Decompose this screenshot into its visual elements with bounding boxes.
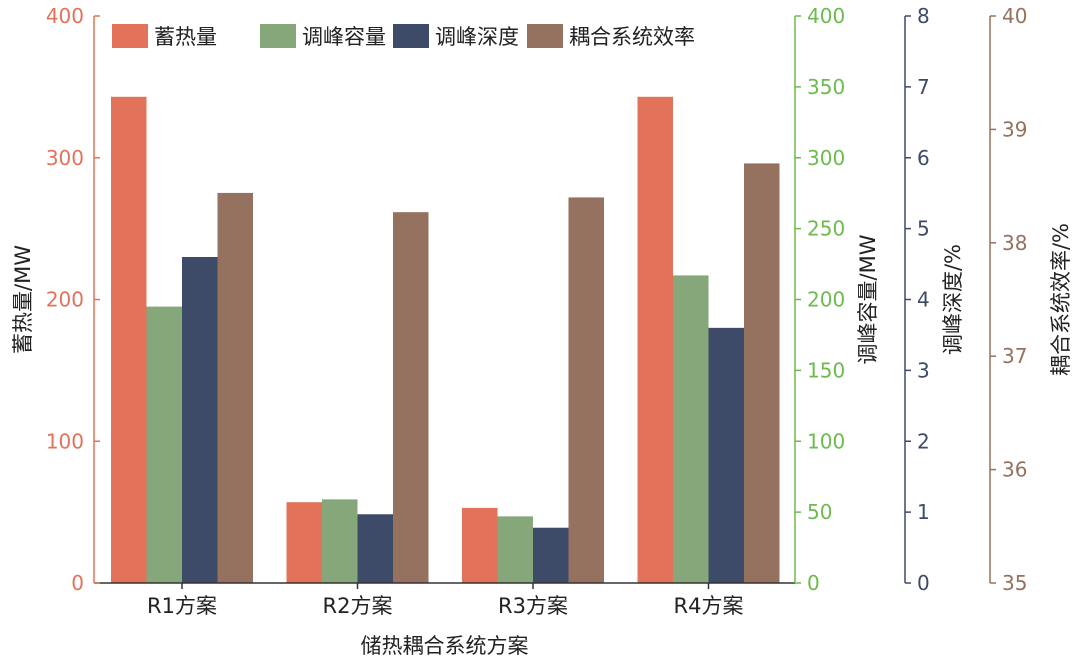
y-tick-label-left: 400 — [46, 4, 84, 28]
legend-swatch — [527, 24, 563, 48]
bar-调峰容量-R2方案 — [322, 499, 358, 583]
y-axis-title-right1: 调峰容量/MW — [856, 234, 880, 364]
bar-调峰深度-R2方案 — [357, 514, 393, 583]
y-axis-title-left: 蓄热量/MW — [11, 245, 35, 354]
bar-蓄热量-R1方案 — [111, 96, 147, 584]
y-tick-label-right1: 50 — [807, 500, 832, 524]
y-tick-label-right3: 37 — [1002, 344, 1027, 368]
bar-蓄热量-R4方案 — [637, 96, 673, 584]
bar-调峰深度-R4方案 — [708, 327, 744, 583]
y-tick-label-right1: 100 — [807, 429, 845, 453]
y-axis-title-right3: 耦合系统效率/% — [1049, 223, 1073, 376]
y-tick-label-right1: 350 — [807, 75, 845, 99]
legend-label: 耦合系统效率 — [569, 25, 695, 49]
y-tick-label-right2: 7 — [917, 75, 930, 99]
legend-label: 蓄热量 — [154, 25, 217, 49]
bar-调峰容量-R3方案 — [497, 516, 533, 583]
y-tick-label-right1: 300 — [807, 146, 845, 170]
x-tick-label: R2方案 — [323, 594, 393, 618]
y-tick-label-left: 300 — [46, 146, 84, 170]
y-tick-label-right2: 6 — [917, 146, 930, 170]
x-tick-label: R1方案 — [147, 594, 217, 618]
bar-蓄热量-R3方案 — [462, 507, 498, 583]
bar-耦合系统效率-R2方案 — [393, 212, 429, 583]
y-tick-label-right2: 2 — [917, 429, 930, 453]
x-axis-title: 储热耦合系统方案 — [361, 634, 529, 658]
x-tick-label: R3方案 — [498, 594, 568, 618]
y-tick-label-right1: 0 — [807, 571, 820, 595]
y-tick-label-left: 0 — [71, 571, 84, 595]
y-tick-label-right3: 40 — [1002, 4, 1027, 28]
bar-调峰深度-R3方案 — [533, 527, 569, 583]
legend-swatch — [260, 24, 296, 48]
y-tick-label-right3: 35 — [1002, 571, 1027, 595]
y-axis-title-right2: 调峰深度/% — [941, 244, 965, 355]
y-tick-label-right2: 1 — [917, 500, 930, 524]
y-tick-label-right1: 200 — [807, 288, 845, 312]
y-tick-label-right2: 0 — [917, 571, 930, 595]
bar-调峰容量-R4方案 — [673, 275, 709, 583]
legend-label: 调峰容量 — [302, 25, 386, 49]
bar-调峰深度-R1方案 — [182, 256, 218, 583]
bar-耦合系统效率-R4方案 — [744, 163, 780, 584]
bar-耦合系统效率-R1方案 — [217, 192, 253, 584]
y-tick-label-left: 200 — [46, 288, 84, 312]
legend-swatch — [393, 24, 429, 48]
y-tick-label-right2: 3 — [917, 358, 930, 382]
x-tick-label: R4方案 — [674, 594, 744, 618]
y-tick-label-right1: 150 — [807, 358, 845, 382]
legend-swatch — [112, 24, 148, 48]
y-tick-label-right3: 38 — [1002, 231, 1027, 255]
y-tick-label-right2: 5 — [917, 217, 930, 241]
y-tick-label-left: 100 — [46, 429, 84, 453]
bar-耦合系统效率-R3方案 — [568, 197, 604, 583]
y-tick-label-right1: 250 — [807, 217, 845, 241]
y-tick-label-right3: 36 — [1002, 458, 1027, 482]
y-tick-label-right1: 400 — [807, 4, 845, 28]
y-tick-label-right3: 39 — [1002, 117, 1027, 141]
bar-蓄热量-R2方案 — [286, 502, 322, 583]
legend-label: 调峰深度 — [435, 25, 519, 49]
y-tick-label-right2: 4 — [917, 288, 930, 312]
bar-调峰容量-R1方案 — [146, 306, 182, 583]
y-tick-label-right2: 8 — [917, 4, 930, 28]
